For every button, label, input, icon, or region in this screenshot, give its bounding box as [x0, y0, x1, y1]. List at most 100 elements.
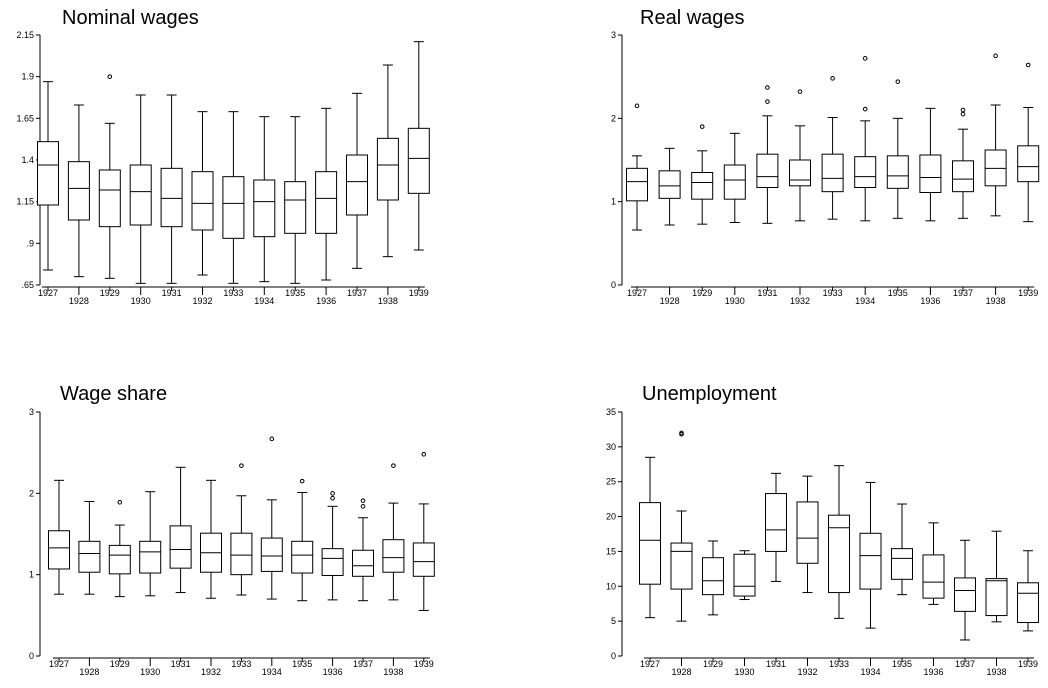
box-1930 — [723, 132, 746, 223]
box-1935 — [886, 79, 909, 219]
x-tick-label: 1928 — [660, 296, 680, 306]
x-tick-label: 1939 — [414, 659, 434, 669]
iqr-box — [658, 170, 681, 199]
iqr-box — [169, 525, 192, 569]
outlier-point — [993, 53, 998, 59]
iqr-box — [37, 141, 59, 206]
box-1935 — [291, 478, 314, 602]
x-tick-label: 1935 — [292, 659, 312, 669]
box-1936 — [321, 491, 344, 601]
x-tick-label: 1934 — [855, 296, 875, 306]
outlier-point — [830, 76, 835, 81]
iqr-box — [129, 164, 152, 226]
outlier-point — [107, 74, 113, 79]
iqr-box — [733, 553, 756, 597]
outlier-point — [960, 107, 966, 113]
box-1938 — [382, 463, 405, 601]
box-1927 — [626, 103, 648, 231]
x-tick-label: 1932 — [790, 296, 810, 306]
y-tick-label: 1 — [29, 570, 34, 580]
chart-title: Unemployment — [642, 383, 777, 405]
chart-title: Nominal wages — [62, 7, 199, 29]
chart-panel-2: Real wages 0 1 2 3 1927 1928 1929 1930 1931 1932 19… — [611, 7, 1040, 306]
x-tick-label: 1937 — [953, 288, 973, 298]
box-1933 — [821, 76, 844, 220]
x-tick-label: 1938 — [378, 296, 398, 306]
iqr-box — [626, 167, 648, 202]
y-tick-label: 2 — [611, 113, 616, 123]
box-1930 — [733, 550, 756, 601]
y-tick-label: 3 — [29, 407, 34, 417]
y-tick-label: 1 — [611, 197, 616, 207]
iqr-box — [922, 554, 945, 599]
box-1938 — [984, 53, 1007, 217]
iqr-box — [160, 167, 183, 228]
iqr-box — [346, 154, 368, 216]
outlier-point — [699, 124, 705, 129]
iqr-box — [1017, 145, 1040, 183]
x-tick-label: 1929 — [703, 659, 723, 669]
x-tick-label: 1928 — [79, 667, 99, 677]
box-1936 — [922, 522, 945, 605]
box-1930 — [129, 94, 152, 284]
iqr-box — [291, 540, 314, 574]
iqr-box — [407, 127, 430, 194]
box-1939 — [412, 451, 435, 611]
iqr-box — [952, 160, 974, 193]
x-tick-label: 1929 — [110, 659, 130, 669]
box-1927 — [48, 479, 70, 595]
y-tick-label: 0 — [611, 651, 616, 661]
box-1939 — [1017, 62, 1040, 223]
outlier-point — [862, 56, 868, 61]
x-tick-label: 1927 — [627, 288, 647, 298]
outlier-point — [330, 491, 335, 496]
x-tick-label: 1929 — [692, 288, 712, 298]
box-1937 — [952, 107, 974, 219]
iqr-box — [756, 153, 779, 189]
x-tick-label: 1927 — [49, 659, 69, 669]
x-tick-label: 1930 — [131, 296, 151, 306]
iqr-box — [919, 154, 942, 193]
iqr-box — [639, 502, 661, 585]
outlier-point — [960, 111, 966, 117]
box-1938 — [376, 64, 399, 258]
y-tick-label: 20 — [606, 512, 616, 522]
x-tick-label: 1930 — [140, 667, 160, 677]
y-tick-label: 2 — [29, 488, 34, 498]
iqr-box — [67, 161, 90, 221]
x-tick-label: 1934 — [254, 296, 274, 306]
y-tick-label: 0 — [611, 280, 616, 290]
x-tick-label: 1939 — [409, 288, 429, 298]
box-1931 — [169, 466, 192, 594]
iqr-box — [821, 153, 844, 193]
x-tick-label: 1929 — [100, 288, 120, 298]
box-1937 — [954, 539, 976, 641]
x-tick-label: 1937 — [955, 659, 975, 669]
x-tick-label: 1931 — [766, 659, 786, 669]
outlier-point — [360, 504, 366, 509]
box-1933 — [230, 463, 253, 596]
box-1931 — [765, 472, 787, 582]
box-1928 — [67, 104, 90, 278]
x-tick-label: 1939 — [1018, 659, 1038, 669]
chart-panel-1: Nominal wages .65 .9 1.15 1.4 1.65 1.9 2.15 1927… — [16, 7, 430, 306]
y-tick-label: 1.15 — [16, 197, 34, 207]
outlier-point — [360, 498, 366, 503]
box-1939 — [407, 41, 430, 251]
x-tick-label: 1930 — [725, 296, 745, 306]
x-tick-label: 1932 — [797, 667, 817, 677]
box-1929 — [691, 124, 714, 225]
box-1928 — [78, 500, 101, 595]
iqr-box — [284, 181, 307, 234]
box-1932 — [200, 479, 222, 599]
y-tick-label: .65 — [21, 280, 34, 290]
chart-title: Wage share — [60, 383, 167, 405]
chart-panel-4: Unemployment 0 5 10 15 20 25 30 35 1927 1928 1929 19… — [606, 383, 1039, 677]
y-tick-label: 1.4 — [21, 155, 34, 165]
x-tick-label: 1931 — [162, 288, 182, 298]
box-1933 — [828, 465, 850, 619]
box-1934 — [854, 56, 877, 222]
iqr-box — [230, 532, 253, 576]
outlier-point — [797, 89, 803, 94]
